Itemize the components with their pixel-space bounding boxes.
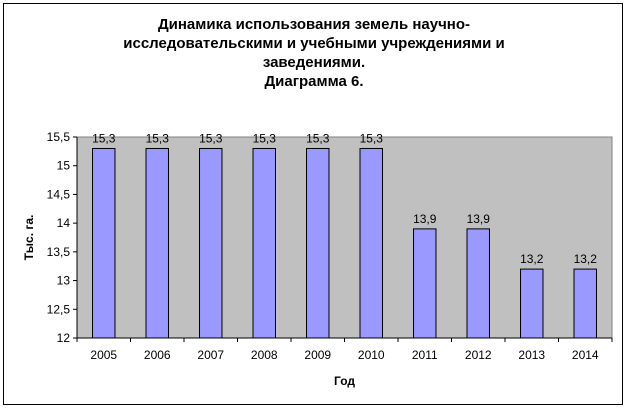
x-tick-label: 2013	[518, 348, 545, 362]
bar	[466, 228, 490, 339]
x-tick-label: 2008	[251, 348, 278, 362]
data-label: 15,3	[199, 131, 223, 145]
y-tick-label: 13	[57, 274, 71, 288]
x-tick-label: 2014	[572, 348, 599, 362]
y-tick-label: 13,5	[47, 245, 71, 259]
chart-title-line: Динамика использования земель научно-	[157, 16, 471, 33]
x-tick-label: 2007	[197, 348, 224, 362]
x-axis: 2005 2006 2007 2008 2009 2010 2011 2012 2013 2014	[76, 337, 613, 362]
x-tick-label: 2006	[144, 348, 171, 362]
chart-title-line: заведениями.	[262, 54, 366, 71]
data-label: 13,2	[520, 252, 544, 266]
bar	[413, 228, 437, 339]
bars-group	[92, 147, 597, 339]
bar	[199, 147, 223, 339]
y-tick-label: 15,5	[47, 130, 71, 144]
bar	[252, 147, 276, 339]
x-tick-label: 2005	[90, 348, 117, 362]
bar	[92, 147, 116, 339]
y-tick-label: 15	[57, 159, 71, 173]
bar	[359, 147, 383, 339]
bar	[520, 268, 544, 339]
bar	[306, 147, 330, 339]
x-tick-label: 2011	[412, 348, 438, 362]
y-tick-label: 12,5	[47, 302, 71, 316]
data-label: 13,2	[574, 252, 598, 266]
data-label: 15,3	[360, 131, 384, 145]
y-axis: 12 12,5 13 13,5 14 14,5 15 15,5	[47, 130, 78, 345]
data-label: 13,9	[467, 212, 491, 226]
data-labels-group: 15,3 15,3 15,3 15,3 15,3 15,3 13,9 13,9 13,2 13,2	[92, 131, 597, 266]
data-label: 15,3	[306, 131, 330, 145]
data-label: 15,3	[253, 131, 277, 145]
x-tick-label: 2012	[465, 348, 492, 362]
chart-title-line: исследовательскими и учебными учреждения…	[123, 35, 505, 52]
chart-title: Динамика использования земель научно- ис…	[0, 15, 628, 91]
data-label: 13,9	[413, 212, 437, 226]
data-label: 15,3	[146, 131, 170, 145]
x-axis-title: Год	[334, 374, 355, 388]
bar	[145, 147, 169, 339]
y-tick-label: 14,5	[47, 187, 71, 201]
x-tick-label: 2009	[304, 348, 331, 362]
y-axis-title: Тыс. га.	[22, 215, 36, 261]
data-label: 15,3	[92, 131, 116, 145]
y-tick-label: 14	[57, 216, 71, 230]
x-tick-label: 2010	[358, 348, 385, 362]
chart-title-line: Диаграмма 6.	[264, 73, 364, 90]
bar	[573, 268, 597, 339]
y-tick-label: 12	[57, 331, 71, 345]
